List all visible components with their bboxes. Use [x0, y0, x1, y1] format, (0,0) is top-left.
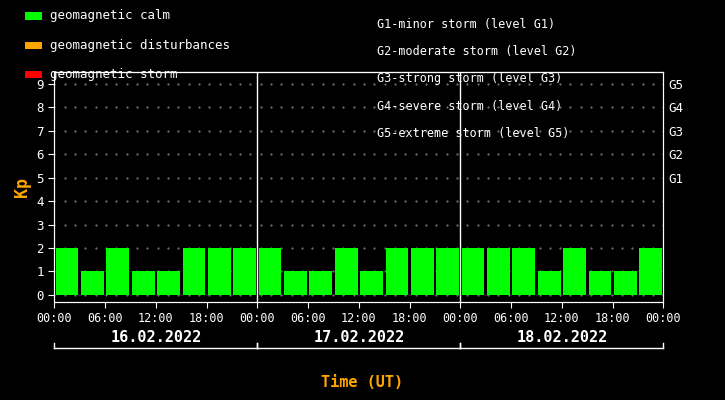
Bar: [107, 248, 129, 295]
Bar: [157, 272, 180, 295]
Bar: [81, 272, 104, 295]
Bar: [538, 272, 560, 295]
Bar: [436, 248, 459, 295]
Bar: [411, 248, 434, 295]
Bar: [233, 248, 256, 295]
Text: G4-severe storm (level G4): G4-severe storm (level G4): [377, 100, 563, 113]
Text: 17.02.2022: 17.02.2022: [313, 330, 405, 346]
Bar: [132, 272, 154, 295]
Bar: [665, 272, 687, 295]
Text: geomagnetic storm: geomagnetic storm: [49, 68, 177, 81]
Text: 18.02.2022: 18.02.2022: [516, 330, 608, 346]
Bar: [259, 248, 281, 295]
Text: G3-strong storm (level G3): G3-strong storm (level G3): [377, 72, 563, 86]
Bar: [310, 272, 332, 295]
Bar: [513, 248, 535, 295]
Bar: [563, 248, 586, 295]
Bar: [589, 272, 611, 295]
Text: G1-minor storm (level G1): G1-minor storm (level G1): [377, 18, 555, 31]
Text: G5-extreme storm (level G5): G5-extreme storm (level G5): [377, 127, 569, 140]
Bar: [386, 248, 408, 295]
Text: G2-moderate storm (level G2): G2-moderate storm (level G2): [377, 45, 576, 58]
Text: 16.02.2022: 16.02.2022: [110, 330, 202, 346]
Bar: [462, 248, 484, 295]
Bar: [183, 248, 205, 295]
Text: geomagnetic disturbances: geomagnetic disturbances: [49, 39, 230, 52]
Text: geomagnetic calm: geomagnetic calm: [49, 10, 170, 22]
Bar: [56, 248, 78, 295]
Bar: [335, 248, 357, 295]
Bar: [639, 248, 662, 295]
Bar: [284, 272, 307, 295]
Bar: [614, 272, 637, 295]
Bar: [487, 248, 510, 295]
Text: Time (UT): Time (UT): [321, 375, 404, 390]
Bar: [208, 248, 231, 295]
Y-axis label: Kp: Kp: [13, 177, 31, 197]
Bar: [360, 272, 383, 295]
